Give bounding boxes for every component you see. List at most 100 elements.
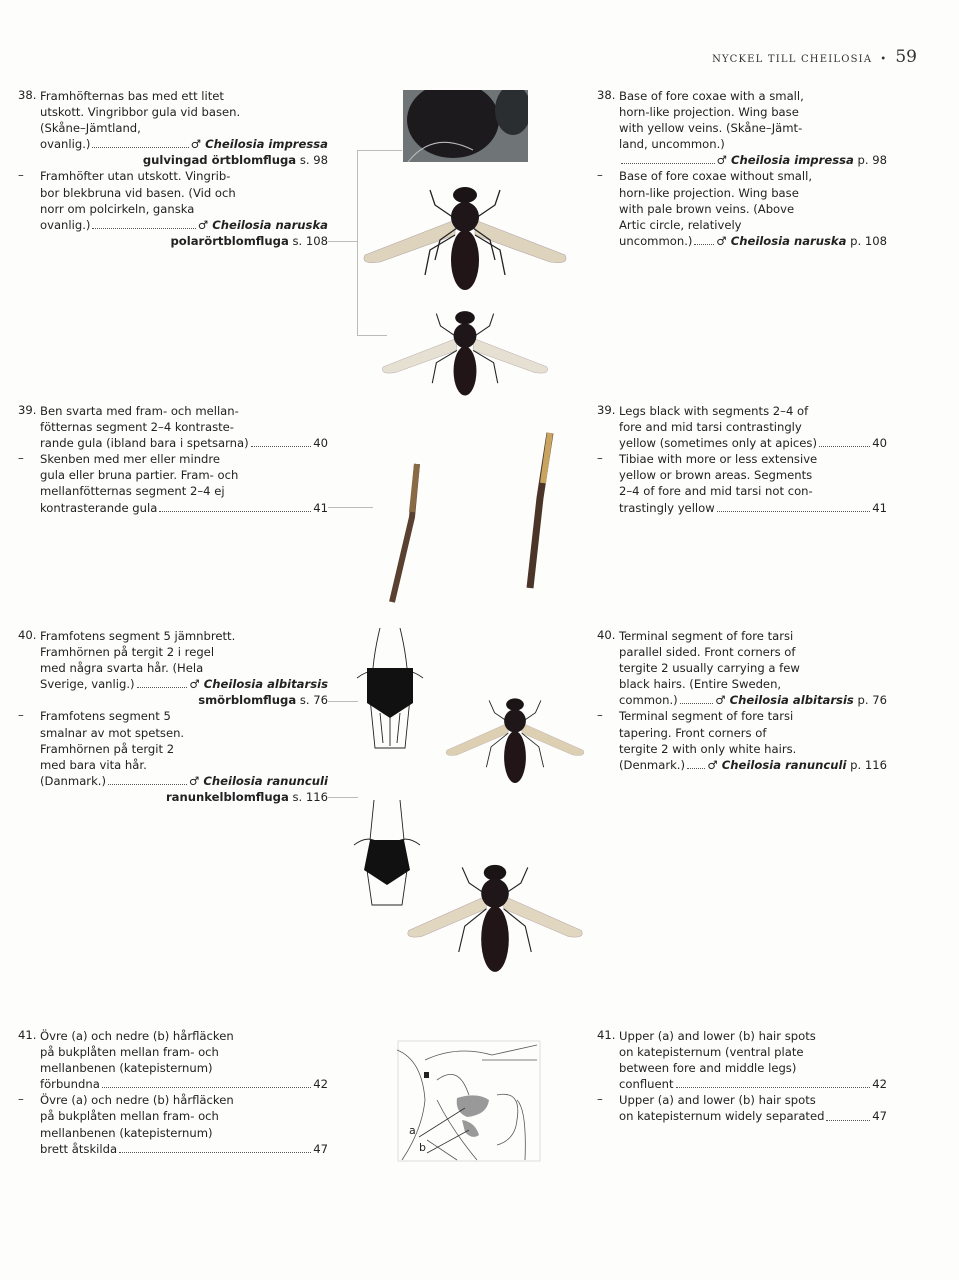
species-name: Cheilosia albitarsis	[729, 693, 854, 708]
page-ref: p. 108	[846, 233, 887, 248]
couplet-option: 40. Terminal segment of fore tarsi paralle…	[597, 628, 887, 708]
lead-text: confluent	[619, 1077, 674, 1092]
text-line: black hairs. (Entire Sweden,	[619, 677, 782, 692]
text-line: with yellow veins. (Skåne–Jämt-	[619, 121, 803, 136]
species-name: Cheilosia impressa	[205, 137, 328, 152]
text-line: Legs black with segments 2–4 of	[619, 404, 809, 418]
text-line: tergite 2 with only white hairs.	[619, 741, 797, 756]
male-symbol-icon: ♂	[188, 773, 200, 788]
lead-line: (Danmark.) ♂ Cheilosia ranunculi	[40, 773, 328, 789]
species-name: Cheilosia impressa	[730, 153, 854, 168]
text-line: fötternas segment 2–4 kontraste-	[40, 420, 234, 435]
text-line: 2–4 of fore and mid tarsi not con-	[619, 484, 813, 499]
dot-leader	[159, 500, 312, 512]
lead-line: Sverige, vanlig.) ♂ Cheilosia albitarsis	[40, 676, 328, 692]
lead-line: kontrasterande gula 41	[40, 500, 328, 516]
dot-leader	[694, 233, 715, 245]
couplet-option: 41. Upper (a) and lower (b) hair spots on …	[597, 1028, 887, 1092]
male-symbol-icon: ♂	[197, 217, 209, 232]
tergite-black-hairs-diagram	[356, 628, 424, 749]
fly-cheilosia-ranunculi-image	[407, 864, 583, 972]
lead-line: common.) ♂ Cheilosia albitarsis p. 76	[619, 692, 887, 708]
couplet-ref: 47	[313, 1141, 328, 1156]
couplet-ref: 47	[872, 1109, 887, 1124]
alternative-dash: –	[597, 168, 603, 183]
text-line: fore and mid tarsi contrastingly	[619, 420, 802, 435]
couplet-option: 39. Legs black with segments 2–4 of fore a…	[597, 403, 887, 451]
text-line: Övre (a) och nedre (b) hårfläcken	[40, 1029, 234, 1043]
lead-text: yellow (sometimes only at apices)	[619, 436, 817, 451]
text-line: Terminal segment of fore tarsi	[619, 629, 794, 643]
couplet-number: 38.	[597, 88, 616, 102]
couplet-option: – Skenben med mer eller mindre gula eller …	[18, 451, 328, 515]
lead-text: kontrasterande gula	[40, 500, 158, 515]
text-line: Skenben med mer eller mindre	[40, 452, 221, 467]
lead-line: förbundna 42	[40, 1076, 328, 1092]
dot-leader	[687, 757, 706, 769]
text-line: horn-like projection. Wing base	[619, 105, 799, 120]
lead-line: ovanlig.) ♂ Cheilosia impressa	[40, 136, 328, 152]
male-symbol-icon: ♂	[707, 757, 718, 772]
text-line: Framhörnen på tergit 2	[40, 741, 175, 756]
text-line: yellow or brown areas. Segments	[619, 468, 813, 483]
dot-leader	[108, 773, 187, 785]
text-line: parallel sided. Front corners of	[619, 645, 796, 660]
text-line: Base of fore coxae with a small,	[619, 89, 804, 103]
text-line: Framhörnen på tergit 2 i regel	[40, 645, 215, 660]
page-ref: s. 108	[288, 233, 328, 248]
alternative-dash: –	[597, 708, 603, 723]
lead-line: uncommon.) ♂ Cheilosia naruska p. 108	[619, 233, 887, 249]
lead-text: ovanlig.)	[40, 137, 91, 152]
text-line: Framhöfter utan utskott. Vingrib-	[40, 169, 231, 184]
couplet-option: – Base of fore coxae without small, horn-l…	[597, 168, 887, 248]
couplet-number: 40.	[18, 628, 37, 642]
text-line: between fore and middle legs)	[619, 1061, 797, 1076]
dot-leader	[819, 435, 871, 448]
text-line: med bara vita hår.	[40, 757, 147, 772]
text-line: bor blekbruna vid basen. (Vid och	[40, 185, 236, 200]
text-line: Framfotens segment 5 jämnbrett.	[40, 629, 236, 643]
dot-leader	[101, 1076, 312, 1089]
text-line: mellanbenen (katepisternum)	[40, 1061, 213, 1076]
dot-leader	[826, 1108, 871, 1121]
couplet-ref: 42	[313, 1077, 328, 1092]
text-line: horn-like projection. Wing base	[619, 185, 799, 200]
alternative-dash: –	[18, 1092, 24, 1107]
male-symbol-icon: ♂	[715, 693, 726, 708]
connector-line	[357, 335, 387, 336]
lead-text: uncommon.)	[619, 233, 693, 248]
couplet-option: 38. Framhöfternas bas med ett litet utskot…	[18, 88, 328, 168]
lead-line: ♂ Cheilosia impressa p. 98	[619, 152, 887, 168]
label-b: b	[419, 1141, 426, 1154]
lead-line: rande gula (ibland bara i spetsarna) 40	[40, 435, 328, 451]
couplet-left-38: 38. Framhöfternas bas med ett litet utskot…	[18, 88, 328, 249]
fore-coxa-closeup-image	[403, 90, 528, 162]
male-symbol-icon: ♂	[716, 233, 727, 248]
text-line: Base of fore coxae without small,	[619, 169, 813, 184]
dot-leader	[716, 500, 871, 512]
couplet-number: 41.	[18, 1028, 37, 1042]
couplet-ref: 41	[872, 500, 887, 515]
text-line: Framfotens segment 5	[40, 709, 171, 724]
lead-text: (Denmark.)	[619, 757, 686, 772]
dot-leader	[679, 692, 714, 705]
alternative-dash: –	[18, 168, 24, 183]
lead-line: ovanlig.) ♂ Cheilosia naruska	[40, 217, 328, 233]
species-name: Cheilosia albitarsis	[203, 677, 328, 692]
couplet-number: 40.	[597, 628, 616, 642]
couplet-option: – Övre (a) och nedre (b) hårfläcken på buk…	[18, 1092, 328, 1156]
dot-leader	[136, 676, 188, 689]
couplet-option: 38. Base of fore coxae with a small, horn-…	[597, 88, 887, 168]
text-line: tapering. Front corners of	[619, 725, 767, 740]
connector-line	[328, 241, 358, 242]
connector-line	[357, 150, 402, 151]
dot-leader	[119, 1141, 312, 1153]
common-name: smörblomfluga	[198, 693, 297, 708]
common-name: ranunkelblomfluga	[165, 789, 289, 804]
couplet-right-38: 38. Base of fore coxae with a small, horn-…	[597, 88, 887, 249]
page-ref: s. 116	[288, 789, 328, 804]
page-ref: p. 116	[846, 757, 887, 772]
common-name-line: polarörtblomfluga s. 108	[40, 233, 328, 249]
leg-contrasting-yellow-tarsi-image	[389, 463, 420, 603]
lead-line: yellow (sometimes only at apices) 40	[619, 435, 887, 451]
